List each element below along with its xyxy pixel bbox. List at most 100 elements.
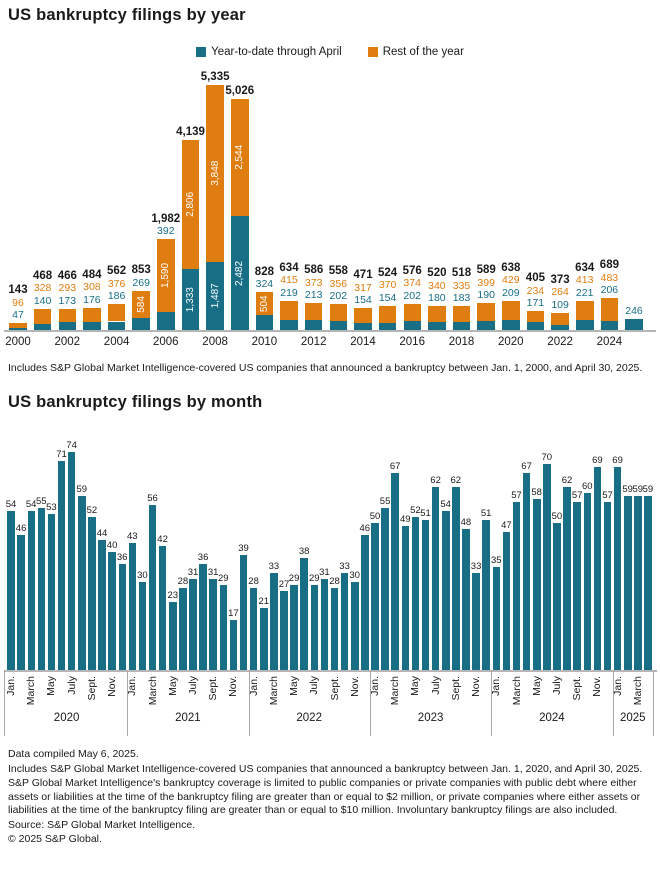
monthly-bar	[280, 590, 288, 670]
yearly-bar-ytd-segment	[452, 321, 471, 330]
yearly-bar-rest-segment	[33, 308, 52, 324]
yearly-axis-year-label: 2004	[103, 336, 130, 348]
monthly-bar	[452, 487, 460, 670]
yearly-rest-value-label: 429	[502, 274, 520, 287]
monthly-bar	[158, 546, 167, 670]
yearly-total-label: 638	[501, 261, 521, 274]
monthly-bar	[330, 587, 339, 670]
yearly-axis-year-label: 2020	[498, 336, 524, 348]
monthly-value-label: 55	[36, 496, 47, 507]
monthly-axis-year-separator	[248, 670, 250, 736]
yearly-total-label: 634	[575, 261, 595, 274]
monthly-axis-month-label: March	[510, 676, 523, 706]
monthly-bar	[593, 466, 602, 670]
monthly-bar	[401, 525, 409, 670]
monthly-axis-month-label: Nov.	[591, 676, 604, 697]
monthly-axis-month-label: July	[429, 676, 442, 695]
monthly-axis-month-label: July	[308, 676, 321, 695]
monthly-bar	[219, 584, 228, 670]
yearly-axis-year-label: 2000	[5, 336, 31, 348]
monthly-value-label: 62	[450, 475, 462, 487]
monthly-bar	[512, 502, 521, 670]
yearly-total-label: 471	[353, 269, 373, 282]
monthly-value-label: 38	[298, 546, 310, 558]
monthly-bar	[229, 619, 238, 670]
monthly-bar	[462, 528, 470, 670]
monthly-bar	[320, 578, 329, 670]
yearly-ytd-value-label: 219	[280, 286, 298, 299]
yearly-bar-rest-segment	[231, 99, 249, 216]
yearly-bar-ytd-segment	[403, 320, 421, 330]
monthly-bar	[239, 555, 248, 670]
monthly-value-label: 49	[400, 513, 411, 525]
monthly-axis-month-label: Jan.	[490, 676, 503, 696]
monthly-value-label: 46	[15, 522, 27, 534]
yearly-bar-ytd-segment	[231, 216, 249, 330]
yearly-bar-rest-segment	[107, 304, 126, 322]
footer-line-source: Source: S&P Global Market Intelligence.	[8, 818, 196, 831]
monthly-bar	[634, 496, 642, 670]
monthly-x-axis-line	[4, 670, 657, 672]
monthly-axis-month-label: May	[288, 676, 301, 696]
monthly-axis-month-label: Sept.	[571, 676, 584, 701]
monthly-value-label: 59	[76, 484, 88, 496]
yearly-ytd-value-label: 109	[551, 298, 569, 311]
monthly-value-label: 54	[25, 498, 37, 510]
yearly-bar-ytd-segment	[304, 320, 323, 330]
monthly-axis-year-separator	[127, 670, 129, 736]
yearly-total-label: 634	[279, 261, 299, 274]
yearly-ytd-value-label: 140	[33, 294, 52, 307]
monthly-bar	[98, 540, 106, 670]
monthly-bar	[391, 472, 399, 670]
yearly-bar-rest-segment	[304, 303, 323, 321]
monthly-bar	[543, 463, 551, 670]
yearly-chart-title: US bankruptcy filings by year	[8, 6, 246, 24]
monthly-bar	[118, 563, 126, 670]
monthly-axis-month-label: March	[389, 676, 402, 706]
yearly-bar-ytd-segment	[354, 322, 372, 330]
yearly-bar-rest-segment	[206, 85, 224, 262]
yearly-bar-ytd-segment	[329, 320, 348, 330]
monthly-value-label: 36	[116, 551, 128, 563]
monthly-bar	[108, 552, 116, 670]
yearly-bar-ytd-segment	[9, 327, 27, 330]
monthly-value-label: 28	[177, 575, 189, 587]
monthly-bar	[128, 543, 137, 670]
monthly-axis-month-label: Sept.	[85, 676, 98, 701]
footer-notes: Data compiled May 6, 2025. Includes S&P …	[8, 748, 656, 848]
yearly-bar-ytd-segment	[502, 320, 520, 330]
monthly-value-label: 43	[127, 531, 138, 543]
yearly-ytd-value-label: 324	[255, 278, 274, 290]
yearly-bar-rest-segment	[157, 239, 175, 312]
monthly-bar	[522, 472, 531, 670]
monthly-value-label: 54	[5, 498, 17, 510]
yearly-bar-ytd-segment	[551, 325, 569, 330]
monthly-bar	[138, 581, 147, 670]
legend-item-ytd: Year-to-date through April	[196, 46, 342, 58]
monthly-axis-month-label: July	[550, 676, 563, 695]
monthly-axis-year-separator	[369, 670, 371, 736]
monthly-bar	[573, 502, 581, 670]
yearly-total-label: 689	[599, 259, 619, 272]
monthly-value-label: 28	[248, 575, 259, 587]
monthly-axis-month-label: Nov.	[470, 676, 483, 697]
monthly-axis-month-label: Nov.	[348, 676, 361, 697]
yearly-ytd-value-label: 47	[12, 309, 24, 322]
yearly-bar-rest-segment	[329, 304, 348, 321]
yearly-rest-value-label: 483	[600, 271, 619, 284]
monthly-value-label: 30	[137, 569, 148, 581]
yearly-bar-rest-segment	[477, 303, 495, 322]
monthly-axis-year-label: 2025	[620, 712, 646, 724]
monthly-axis-month-label: May	[45, 676, 58, 696]
yearly-axis-year-label: 2008	[202, 336, 228, 348]
yearly-bar-rest-segment	[576, 300, 594, 320]
yearly-ytd-value-label: 154	[378, 291, 397, 304]
yearly-bar-rest-segment	[9, 323, 27, 328]
monthly-value-label: 29	[309, 572, 320, 584]
monthly-bar	[613, 466, 622, 670]
monthly-value-label: 57	[571, 490, 583, 502]
yearly-ytd-value-label: 392	[157, 225, 175, 237]
yearly-rest-value-label: 399	[477, 276, 495, 289]
